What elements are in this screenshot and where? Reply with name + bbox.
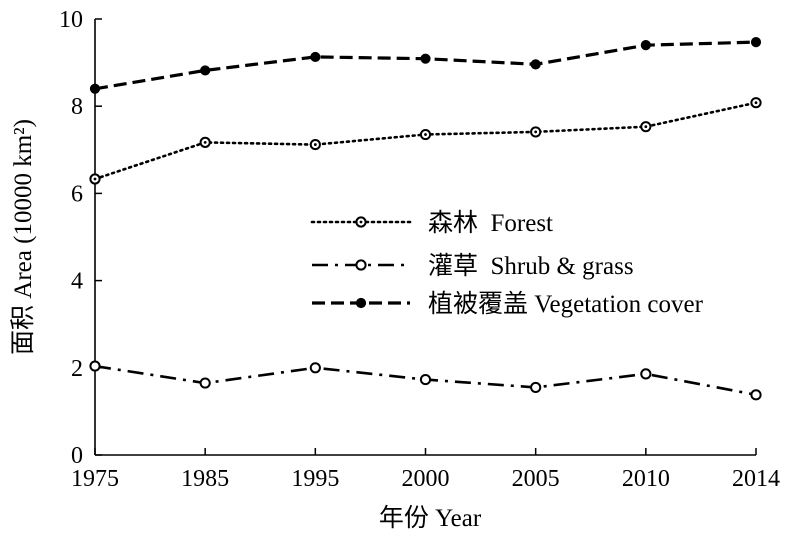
x-tick-label: 2005 [512, 466, 560, 492]
y-axis-title: 面积 Area (10000 km²) [9, 119, 37, 355]
legend-item: 灌草 Shrub & grass [312, 252, 634, 280]
legend-swatch-marker [355, 297, 367, 309]
series-3 [89, 37, 762, 94]
x-axis-title: 年份 Year [379, 504, 482, 532]
data-point-center [754, 101, 758, 105]
legend-swatch-marker [355, 259, 367, 271]
data-point [750, 389, 762, 401]
data-point [419, 373, 432, 386]
data-point [89, 83, 101, 94]
data-point [310, 51, 321, 63]
data-point [530, 59, 541, 70]
data-point [640, 40, 651, 51]
legend-item: 森林 Forest [310, 209, 553, 237]
y-tick-label: 6 [71, 181, 83, 207]
data-point-center [534, 130, 538, 134]
data-point-center [203, 140, 207, 144]
x-tick-label: 1985 [181, 466, 229, 492]
legend-item: 植被覆盖 Vegetation cover [312, 290, 704, 318]
series [89, 37, 762, 401]
data-point [89, 360, 101, 372]
series-1 [89, 97, 762, 185]
y-tick-label: 0 [71, 443, 83, 469]
x-tick-label: 2000 [402, 466, 450, 492]
y-tick-label: 10 [59, 7, 83, 33]
x-tick-label: 1995 [291, 466, 339, 492]
data-point-center [644, 125, 648, 129]
data-point-center [313, 143, 317, 146]
data-point [750, 37, 762, 48]
y-tick-label: 8 [71, 94, 83, 120]
y-tick-label: 4 [71, 269, 83, 295]
x-tick-label: 1975 [71, 466, 119, 492]
legend-label: 森林 Forest [428, 209, 553, 237]
legend-label: 灌草 Shrub & grass [428, 252, 634, 280]
legend-label: 植被覆盖 Vegetation cover [428, 290, 704, 318]
x-ticks: 1975 1985 1995 2000 2005 2010 2014 [71, 448, 780, 492]
data-point-center [424, 133, 427, 136]
data-point [640, 368, 652, 380]
data-point [199, 377, 211, 389]
axes [94, 19, 756, 456]
legend: 森林 Forest 灌草 Shrub & grass 植被覆盖 Vegetation… [310, 209, 704, 318]
series-line [94, 40, 757, 91]
series-line [93, 101, 758, 181]
x-tick-label: 2010 [622, 466, 670, 492]
data-point [309, 362, 321, 374]
y-tick-label: 2 [71, 356, 83, 382]
data-point-center [93, 177, 97, 181]
data-point [530, 381, 542, 394]
legend-swatch-marker-center [359, 220, 363, 224]
series-2 [89, 360, 762, 401]
data-point [200, 65, 211, 76]
x-tick-label: 2014 [732, 466, 780, 492]
data-point [420, 53, 431, 64]
